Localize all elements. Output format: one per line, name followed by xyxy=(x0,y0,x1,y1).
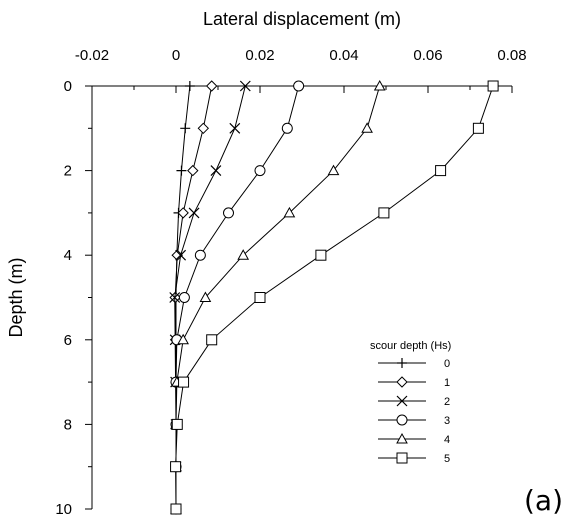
data-point xyxy=(178,292,190,303)
data-point xyxy=(283,206,296,218)
legend-item: 4 xyxy=(378,432,450,446)
data-point xyxy=(239,80,251,92)
y-tick-label: 4 xyxy=(64,247,72,264)
data-point xyxy=(170,503,182,515)
legend-marker xyxy=(396,452,408,464)
data-point xyxy=(281,122,293,134)
data-point xyxy=(205,80,218,92)
x-tick-label: 0.02 xyxy=(245,47,274,64)
data-point xyxy=(187,164,199,177)
data-point xyxy=(170,461,182,473)
data-point xyxy=(327,164,340,176)
series-3 xyxy=(170,80,305,515)
data-point xyxy=(361,122,373,133)
data-point xyxy=(237,249,250,260)
data-point xyxy=(197,122,210,135)
data-point xyxy=(487,80,499,92)
x-axis-title: Lateral displacement (m) xyxy=(203,9,401,29)
data-point xyxy=(315,249,327,261)
y-axis-title: Depth (m) xyxy=(6,257,26,337)
legend-marker xyxy=(396,395,408,407)
data-point xyxy=(177,207,189,219)
data-point xyxy=(210,165,222,177)
data-point xyxy=(206,334,218,346)
data-point xyxy=(180,123,191,134)
data-point xyxy=(178,376,190,388)
data-point xyxy=(293,80,305,92)
series-1 xyxy=(169,80,218,515)
data-point xyxy=(171,249,183,261)
series-5 xyxy=(170,80,499,515)
legend-label: 1 xyxy=(444,377,450,389)
legend-marker xyxy=(397,358,407,368)
legend-label: 2 xyxy=(444,396,450,408)
x-tick-label: 0.08 xyxy=(497,47,526,64)
panel-label: (a) xyxy=(524,484,563,517)
series-4 xyxy=(170,79,386,514)
data-point xyxy=(378,207,390,219)
x-tick-label: 0 xyxy=(172,47,180,64)
data-point xyxy=(199,291,212,302)
legend-item: 0 xyxy=(378,358,450,370)
legend-marker xyxy=(396,432,408,444)
legend-item: 5 xyxy=(378,452,450,465)
data-point xyxy=(254,292,266,303)
legend-title: scour depth (Hs) xyxy=(370,340,451,352)
data-point xyxy=(169,292,181,303)
y-tick-label: 2 xyxy=(64,163,72,180)
legend-marker xyxy=(396,376,408,388)
data-point xyxy=(194,249,206,261)
data-point xyxy=(229,122,241,134)
y-tick-label: 0 xyxy=(64,78,72,95)
data-point xyxy=(472,122,484,134)
x-tick-label: 0.04 xyxy=(329,47,358,64)
y-tick-label: 6 xyxy=(64,332,72,349)
legend-item: 1 xyxy=(378,376,450,389)
data-point xyxy=(373,79,386,91)
data-point xyxy=(223,207,234,219)
data-point xyxy=(254,165,266,177)
legend: scour depth (Hs) 0 1 2 3 4 5 xyxy=(370,340,451,465)
data-point xyxy=(175,249,187,261)
data-point xyxy=(184,81,195,91)
legend-label: 0 xyxy=(444,358,450,370)
plot-area xyxy=(169,79,499,515)
series-line xyxy=(175,85,300,509)
y-tick-label: 10 xyxy=(55,501,72,518)
legend-marker xyxy=(396,414,408,426)
legend-label: 4 xyxy=(444,434,450,446)
legend-item: 3 xyxy=(378,414,450,427)
legend-label: 3 xyxy=(444,415,450,427)
x-tick-label: 0.06 xyxy=(413,47,442,64)
data-point xyxy=(188,207,200,219)
data-point xyxy=(177,333,189,345)
legend-label: 5 xyxy=(444,453,450,465)
data-point xyxy=(171,418,183,430)
legend-item: 2 xyxy=(378,395,450,408)
data-point xyxy=(435,165,447,177)
x-tick-label: -0.02 xyxy=(75,47,109,64)
data-point xyxy=(176,165,187,176)
y-tick-label: 8 xyxy=(64,416,72,433)
